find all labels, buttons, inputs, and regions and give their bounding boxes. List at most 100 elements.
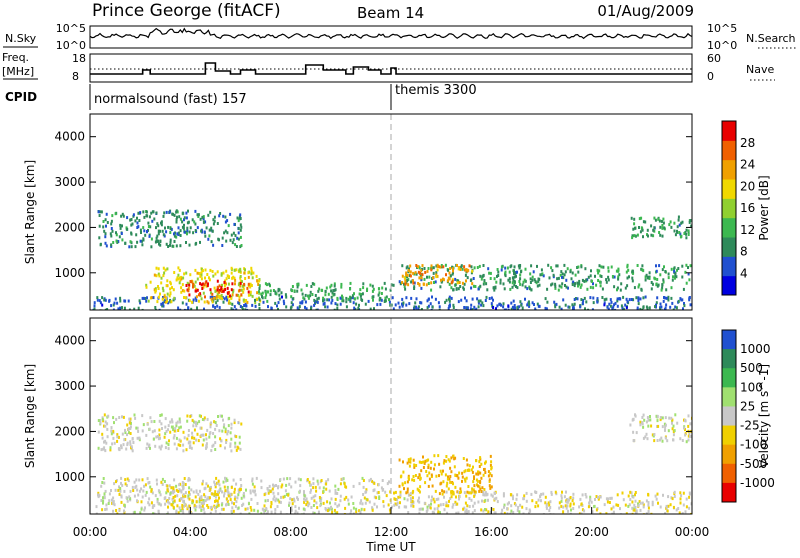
echo-cell	[418, 276, 421, 280]
echo-cell	[519, 282, 522, 286]
echo-cell	[435, 275, 438, 279]
echo-cell	[506, 512, 509, 514]
echo-cell	[104, 218, 107, 222]
echo-cell	[218, 288, 221, 292]
echo-cell	[471, 297, 474, 301]
echo-cell	[533, 278, 536, 282]
echo-cell	[674, 276, 676, 280]
echo-cell	[199, 292, 202, 296]
echo-cell	[684, 433, 687, 437]
echo-cell	[115, 239, 118, 243]
echo-cell	[106, 221, 109, 224]
echo-cell	[427, 484, 430, 488]
echo-cell	[659, 416, 662, 419]
echo-cell	[442, 503, 445, 506]
echo-cell	[203, 416, 206, 420]
echo-cell	[143, 484, 146, 488]
echo-cell	[246, 308, 249, 310]
echo-cell	[612, 305, 615, 309]
echo-cell	[685, 263, 688, 267]
echo-cell	[118, 235, 121, 239]
echo-cell	[423, 461, 426, 465]
echo-cell	[538, 277, 541, 281]
echo-cell	[186, 507, 189, 511]
echo-cell	[233, 487, 236, 491]
echo-cell	[162, 214, 165, 218]
echo-cell	[407, 269, 410, 272]
echo-cell	[312, 511, 315, 514]
echo-cell	[104, 232, 107, 236]
echo-cell	[158, 512, 160, 514]
echo-cell	[177, 443, 180, 447]
echo-cell	[238, 288, 241, 292]
echo-cell	[687, 229, 690, 233]
echo-cell	[671, 301, 674, 305]
echo-cell	[152, 504, 155, 508]
echo-cell	[399, 495, 402, 499]
echo-cell	[194, 222, 197, 226]
echo-cell	[465, 508, 468, 512]
echo-cell	[431, 495, 433, 499]
echo-cell	[480, 462, 483, 466]
echo-cell	[162, 304, 165, 308]
echo-cell	[238, 217, 241, 221]
echo-cell	[119, 296, 122, 300]
echo-cell	[597, 279, 600, 282]
colorbar-segment	[722, 444, 736, 465]
echo-cell	[565, 500, 568, 504]
echo-cell	[196, 277, 199, 281]
echo-cell	[484, 299, 487, 302]
echo-cell	[166, 500, 169, 504]
echo-cell	[316, 297, 319, 301]
echo-cell	[665, 288, 668, 292]
echo-cell	[566, 500, 569, 504]
colorbar-tick-label: 12	[740, 223, 755, 237]
echo-cell	[448, 499, 450, 503]
echo-cell	[321, 288, 324, 292]
echo-cell	[634, 413, 636, 417]
echo-cell	[224, 476, 226, 480]
echo-cell	[221, 414, 223, 418]
echo-cell	[558, 284, 561, 288]
echo-cell	[159, 493, 162, 497]
echo-cell	[673, 221, 676, 225]
echo-cell	[260, 479, 263, 483]
echo-cell	[409, 457, 412, 461]
echo-cell	[551, 282, 554, 286]
echo-cell	[470, 303, 473, 307]
echo-cell	[587, 275, 590, 279]
echo-cell	[150, 489, 153, 493]
echo-cell	[333, 292, 336, 296]
echo-cell	[655, 282, 658, 286]
echo-cell	[232, 509, 235, 513]
echo-cell	[237, 490, 240, 494]
echo-cell	[427, 463, 430, 467]
echo-cell	[399, 490, 402, 494]
echo-cell	[312, 495, 315, 499]
echo-cell	[132, 441, 135, 444]
echo-cell	[666, 439, 669, 443]
echo-cell	[500, 265, 503, 269]
echo-cell	[373, 502, 376, 506]
echo-cell	[372, 295, 375, 299]
echo-cell	[110, 243, 113, 247]
echo-cell	[233, 268, 236, 272]
echo-cell	[564, 303, 567, 307]
echo-cell	[151, 506, 154, 509]
echo-cell	[457, 491, 460, 495]
echo-cell	[438, 308, 441, 310]
echo-cell	[563, 263, 566, 267]
echo-cell	[477, 470, 479, 474]
echo-cell	[404, 279, 407, 283]
echo-cell	[207, 484, 209, 488]
echo-cell	[172, 496, 175, 499]
echo-cell	[223, 494, 225, 498]
echo-cell	[362, 286, 365, 290]
echo-cell	[406, 480, 409, 484]
echo-cell	[177, 306, 180, 310]
echo-cell	[427, 495, 430, 499]
echo-cell	[154, 290, 157, 294]
echo-cell	[149, 485, 152, 489]
echo-cell	[164, 502, 167, 506]
echo-cell	[552, 273, 555, 277]
